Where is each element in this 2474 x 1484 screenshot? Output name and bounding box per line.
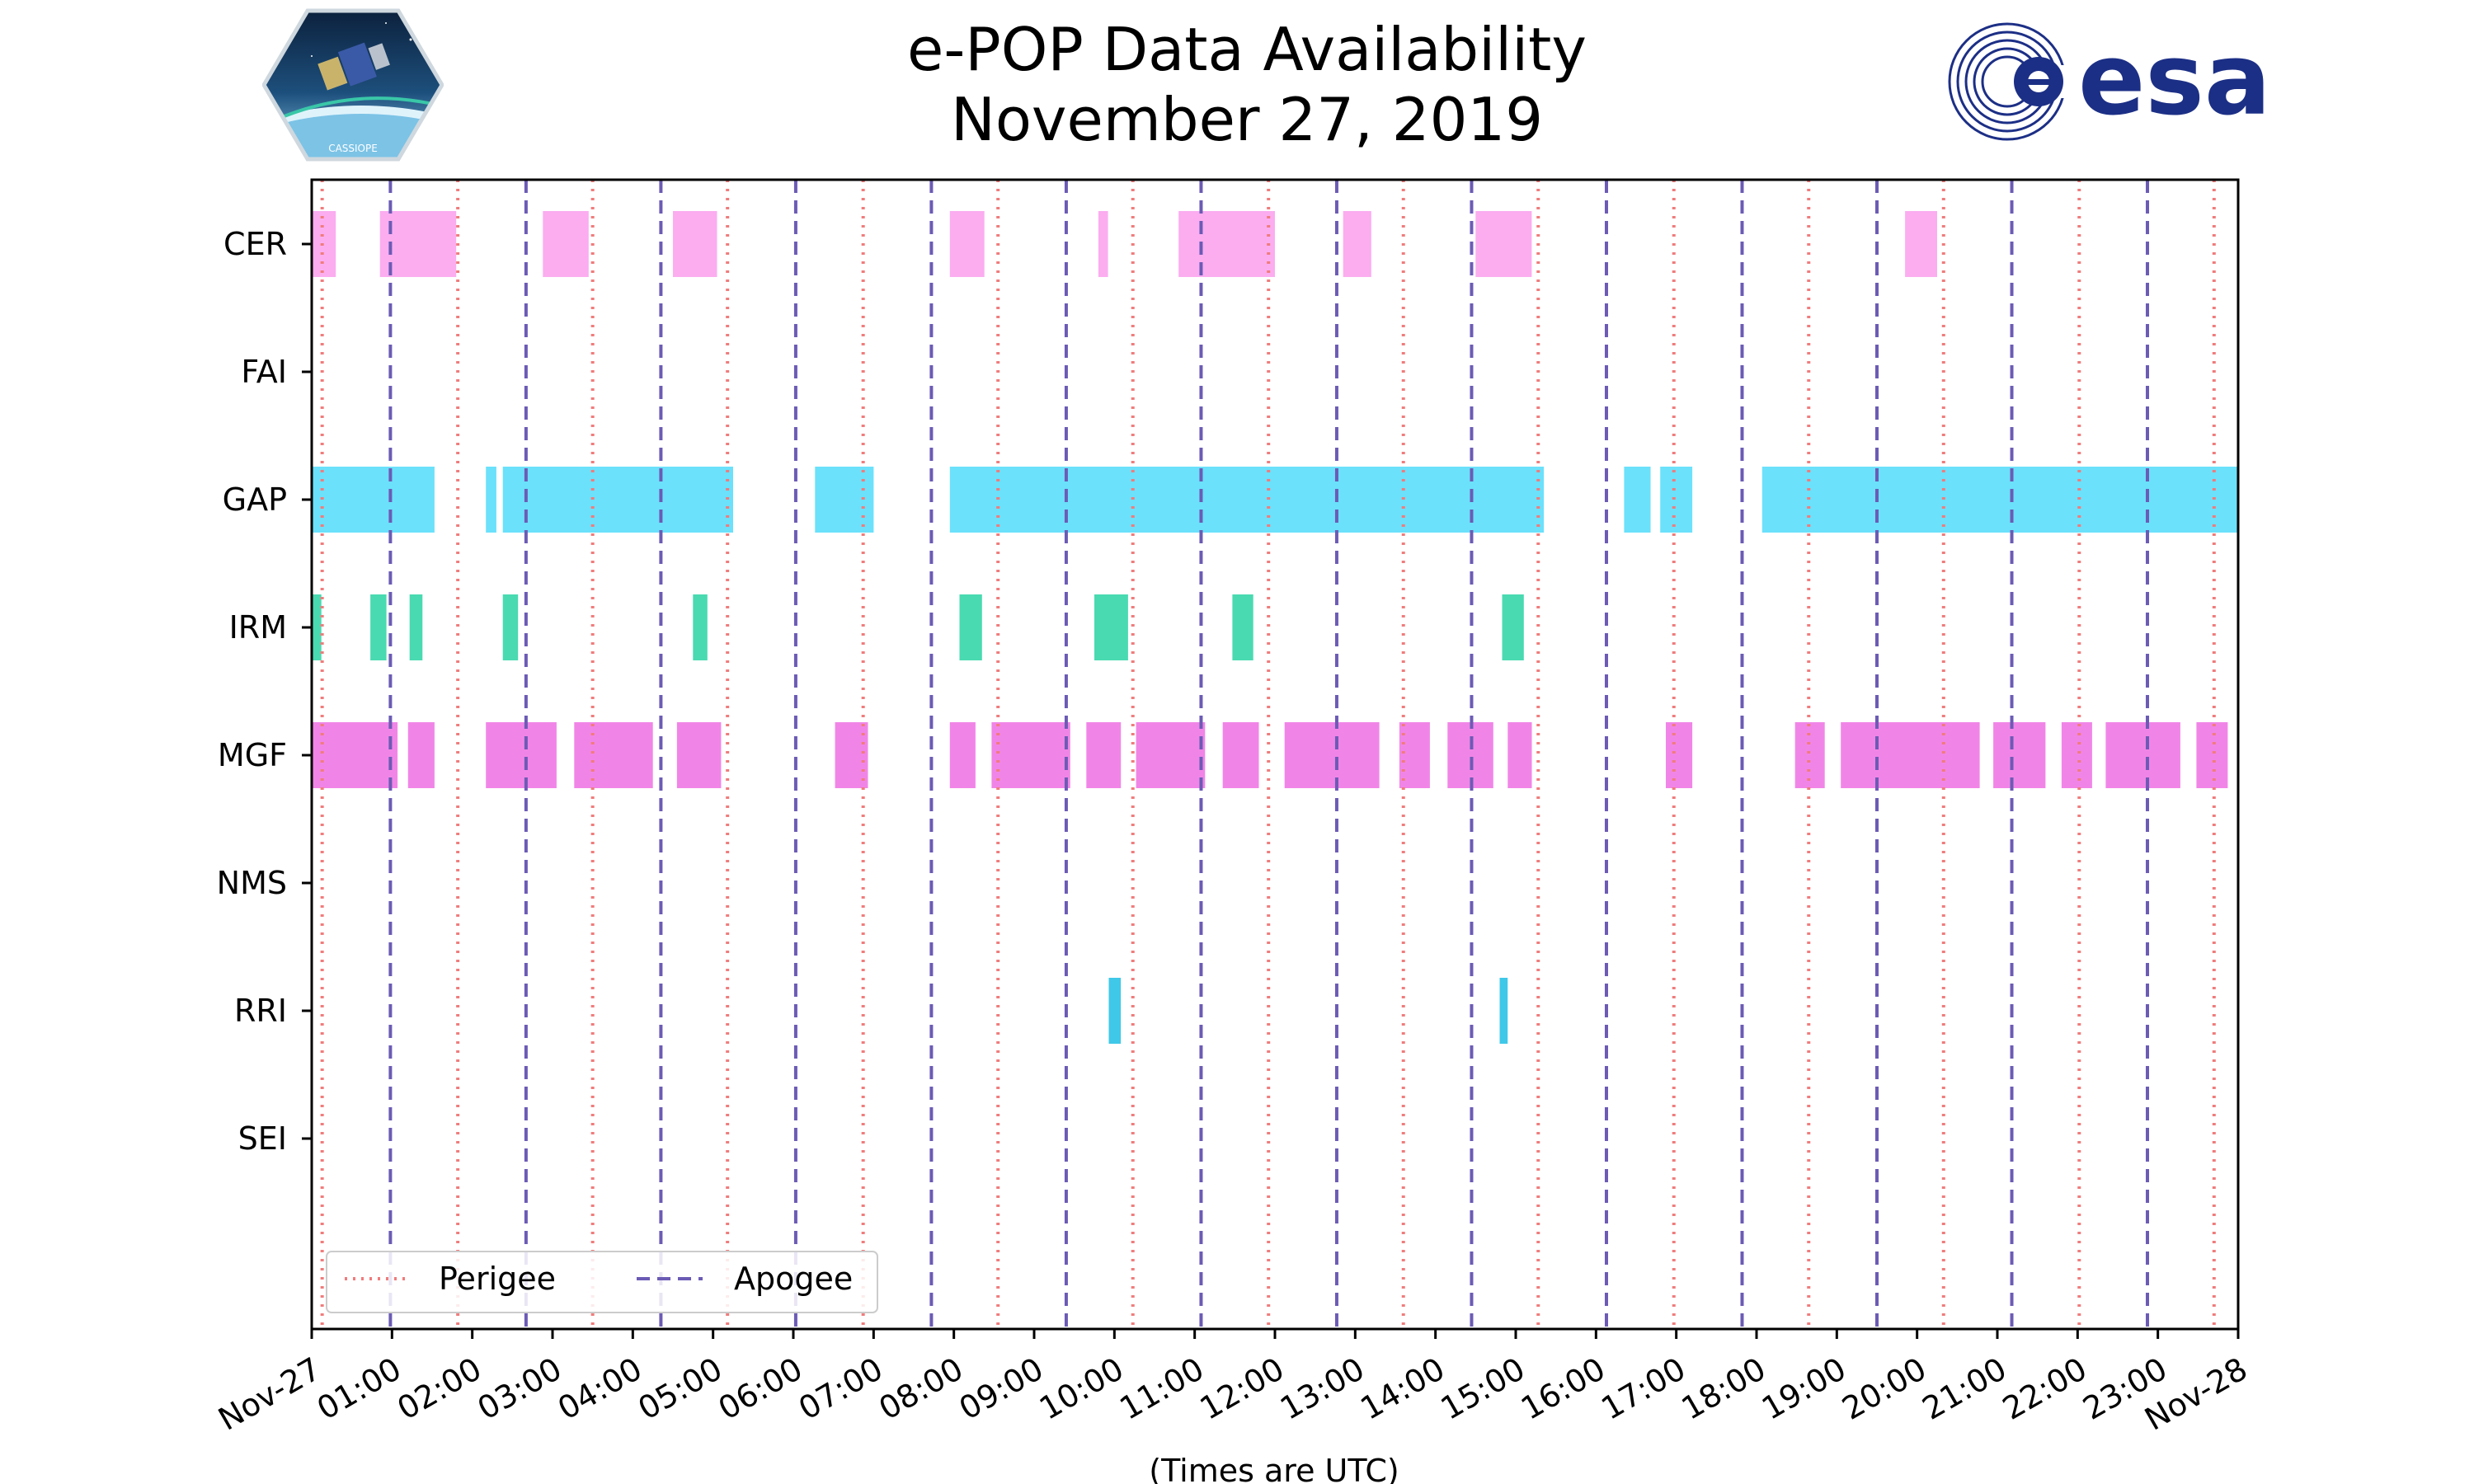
bar-gap-5: [1624, 467, 1651, 533]
bar-rri-0: [1108, 978, 1122, 1044]
bar-mgf-6: [949, 722, 976, 788]
bar-mgf-10: [1222, 722, 1259, 788]
bar-mgf-14: [1507, 722, 1532, 788]
x-axis-label: (Times are UTC): [1149, 1453, 1399, 1484]
bar-mgf-3: [574, 722, 653, 788]
y-axis: CER FAI GAP IRM MGF NMS RRI SEI: [217, 226, 312, 1157]
y-tick-label-fai: FAI: [241, 354, 287, 390]
bar-mgf-1: [407, 722, 435, 788]
bar-gap-0: [312, 467, 435, 533]
bar-irm-0: [312, 594, 322, 660]
cassiope-logo: CASSIOPE: [262, 8, 444, 162]
legend: Perigee Apogee: [326, 1251, 878, 1313]
y-tick-label-rri: RRI: [234, 993, 287, 1029]
x-tick-label-21: 21:00: [1917, 1350, 2013, 1427]
legend-perigee-label: Perigee: [439, 1261, 556, 1297]
bar-irm-2: [409, 594, 423, 660]
bar-cer-6: [1178, 211, 1275, 277]
x-tick-label-20: 20:00: [1836, 1350, 1932, 1427]
x-tick-label-14: 14:00: [1354, 1350, 1451, 1427]
y-tick-label-nms: NMS: [217, 865, 287, 901]
x-tick-label-6: 06:00: [713, 1350, 809, 1427]
bar-rri-1: [1499, 978, 1508, 1044]
bar-cer-7: [1343, 211, 1371, 277]
x-tick-label-11: 11:00: [1113, 1350, 1210, 1427]
bar-gap-3: [815, 467, 874, 533]
chart-title: e-POP Data Availability: [907, 15, 1587, 84]
bar-irm-3: [502, 594, 519, 660]
x-tick-label-15: 15:00: [1435, 1350, 1531, 1427]
esa-wordmark: esa: [2078, 23, 2271, 138]
chart-subtitle: November 27, 2019: [951, 85, 1543, 154]
bar-mgf-8: [1086, 722, 1122, 788]
x-tick-label-4: 04:00: [552, 1350, 648, 1427]
bar-irm-5: [959, 594, 982, 660]
y-tick-label-mgf: MGF: [218, 737, 287, 773]
bar-mgf-4: [676, 722, 722, 788]
y-tick-label-cer: CER: [223, 226, 287, 262]
bar-mgf-2: [486, 722, 557, 788]
x-tick-label-9: 09:00: [953, 1350, 1050, 1427]
x-tick-label-12: 12:00: [1194, 1350, 1291, 1427]
bar-mgf-7: [991, 722, 1070, 788]
y-tick-label-gap: GAP: [223, 481, 287, 518]
bar-gap-2: [502, 467, 733, 533]
bar-irm-1: [370, 594, 387, 660]
bar-gap-6: [1660, 467, 1693, 533]
bar-cer-8: [1475, 211, 1532, 277]
bar-mgf-0: [312, 722, 398, 788]
legend-box: [326, 1251, 878, 1313]
bar-cer-3: [673, 211, 717, 277]
bar-cer-5: [1098, 211, 1108, 277]
x-tick-label-2: 02:00: [391, 1350, 487, 1427]
bar-cer-9: [1905, 211, 1937, 277]
legend-apogee-label: Apogee: [734, 1261, 853, 1297]
y-tick-label-irm: IRM: [229, 609, 287, 646]
bar-mgf-18: [1993, 722, 2046, 788]
bar-gap-7: [1761, 467, 2238, 533]
bar-mgf-9: [1136, 722, 1206, 788]
bars-layer: [312, 211, 2238, 1044]
x-tick-label-16: 16:00: [1515, 1350, 1611, 1427]
bar-cer-2: [543, 211, 589, 277]
bar-mgf-20: [2105, 722, 2180, 788]
cassiope-logo-text: CASSIOPE: [328, 143, 378, 154]
event-lines-layer: [320, 180, 2216, 1329]
x-tick-label-13: 13:00: [1274, 1350, 1371, 1427]
x-tick-label-3: 03:00: [472, 1350, 568, 1427]
x-tick-label-19: 19:00: [1756, 1350, 1852, 1427]
x-tick-label-10: 10:00: [1033, 1350, 1130, 1427]
bar-cer-1: [379, 211, 457, 277]
bar-gap-4: [949, 467, 1545, 533]
x-tick-label-5: 05:00: [632, 1350, 728, 1427]
bar-irm-6: [1094, 594, 1128, 660]
esa-logo: esa: [1948, 22, 2271, 141]
x-tick-label-17: 17:00: [1595, 1350, 1691, 1427]
bar-mgf-11: [1284, 722, 1380, 788]
bar-mgf-19: [2061, 722, 2092, 788]
x-tick-label-8: 08:00: [872, 1350, 969, 1427]
bar-irm-8: [1502, 594, 1524, 660]
bar-mgf-21: [2196, 722, 2228, 788]
bar-irm-4: [693, 594, 708, 660]
bar-mgf-13: [1447, 722, 1493, 788]
y-tick-label-sei: SEI: [238, 1120, 287, 1157]
x-tick-label-7: 07:00: [793, 1350, 889, 1427]
bar-mgf-17: [1841, 722, 1980, 788]
bar-mgf-15: [1666, 722, 1693, 788]
x-tick-label-22: 22:00: [1997, 1350, 2093, 1427]
bar-irm-7: [1232, 594, 1253, 660]
x-tick-label-1: 01:00: [311, 1350, 407, 1427]
x-axis: Nov-2701:0002:0003:0004:0005:0006:0007:0…: [212, 1329, 2254, 1438]
bar-gap-1: [486, 467, 496, 533]
x-tick-label-0: Nov-27: [212, 1350, 327, 1438]
x-tick-label-18: 18:00: [1676, 1350, 1772, 1427]
bar-cer-4: [949, 211, 985, 277]
